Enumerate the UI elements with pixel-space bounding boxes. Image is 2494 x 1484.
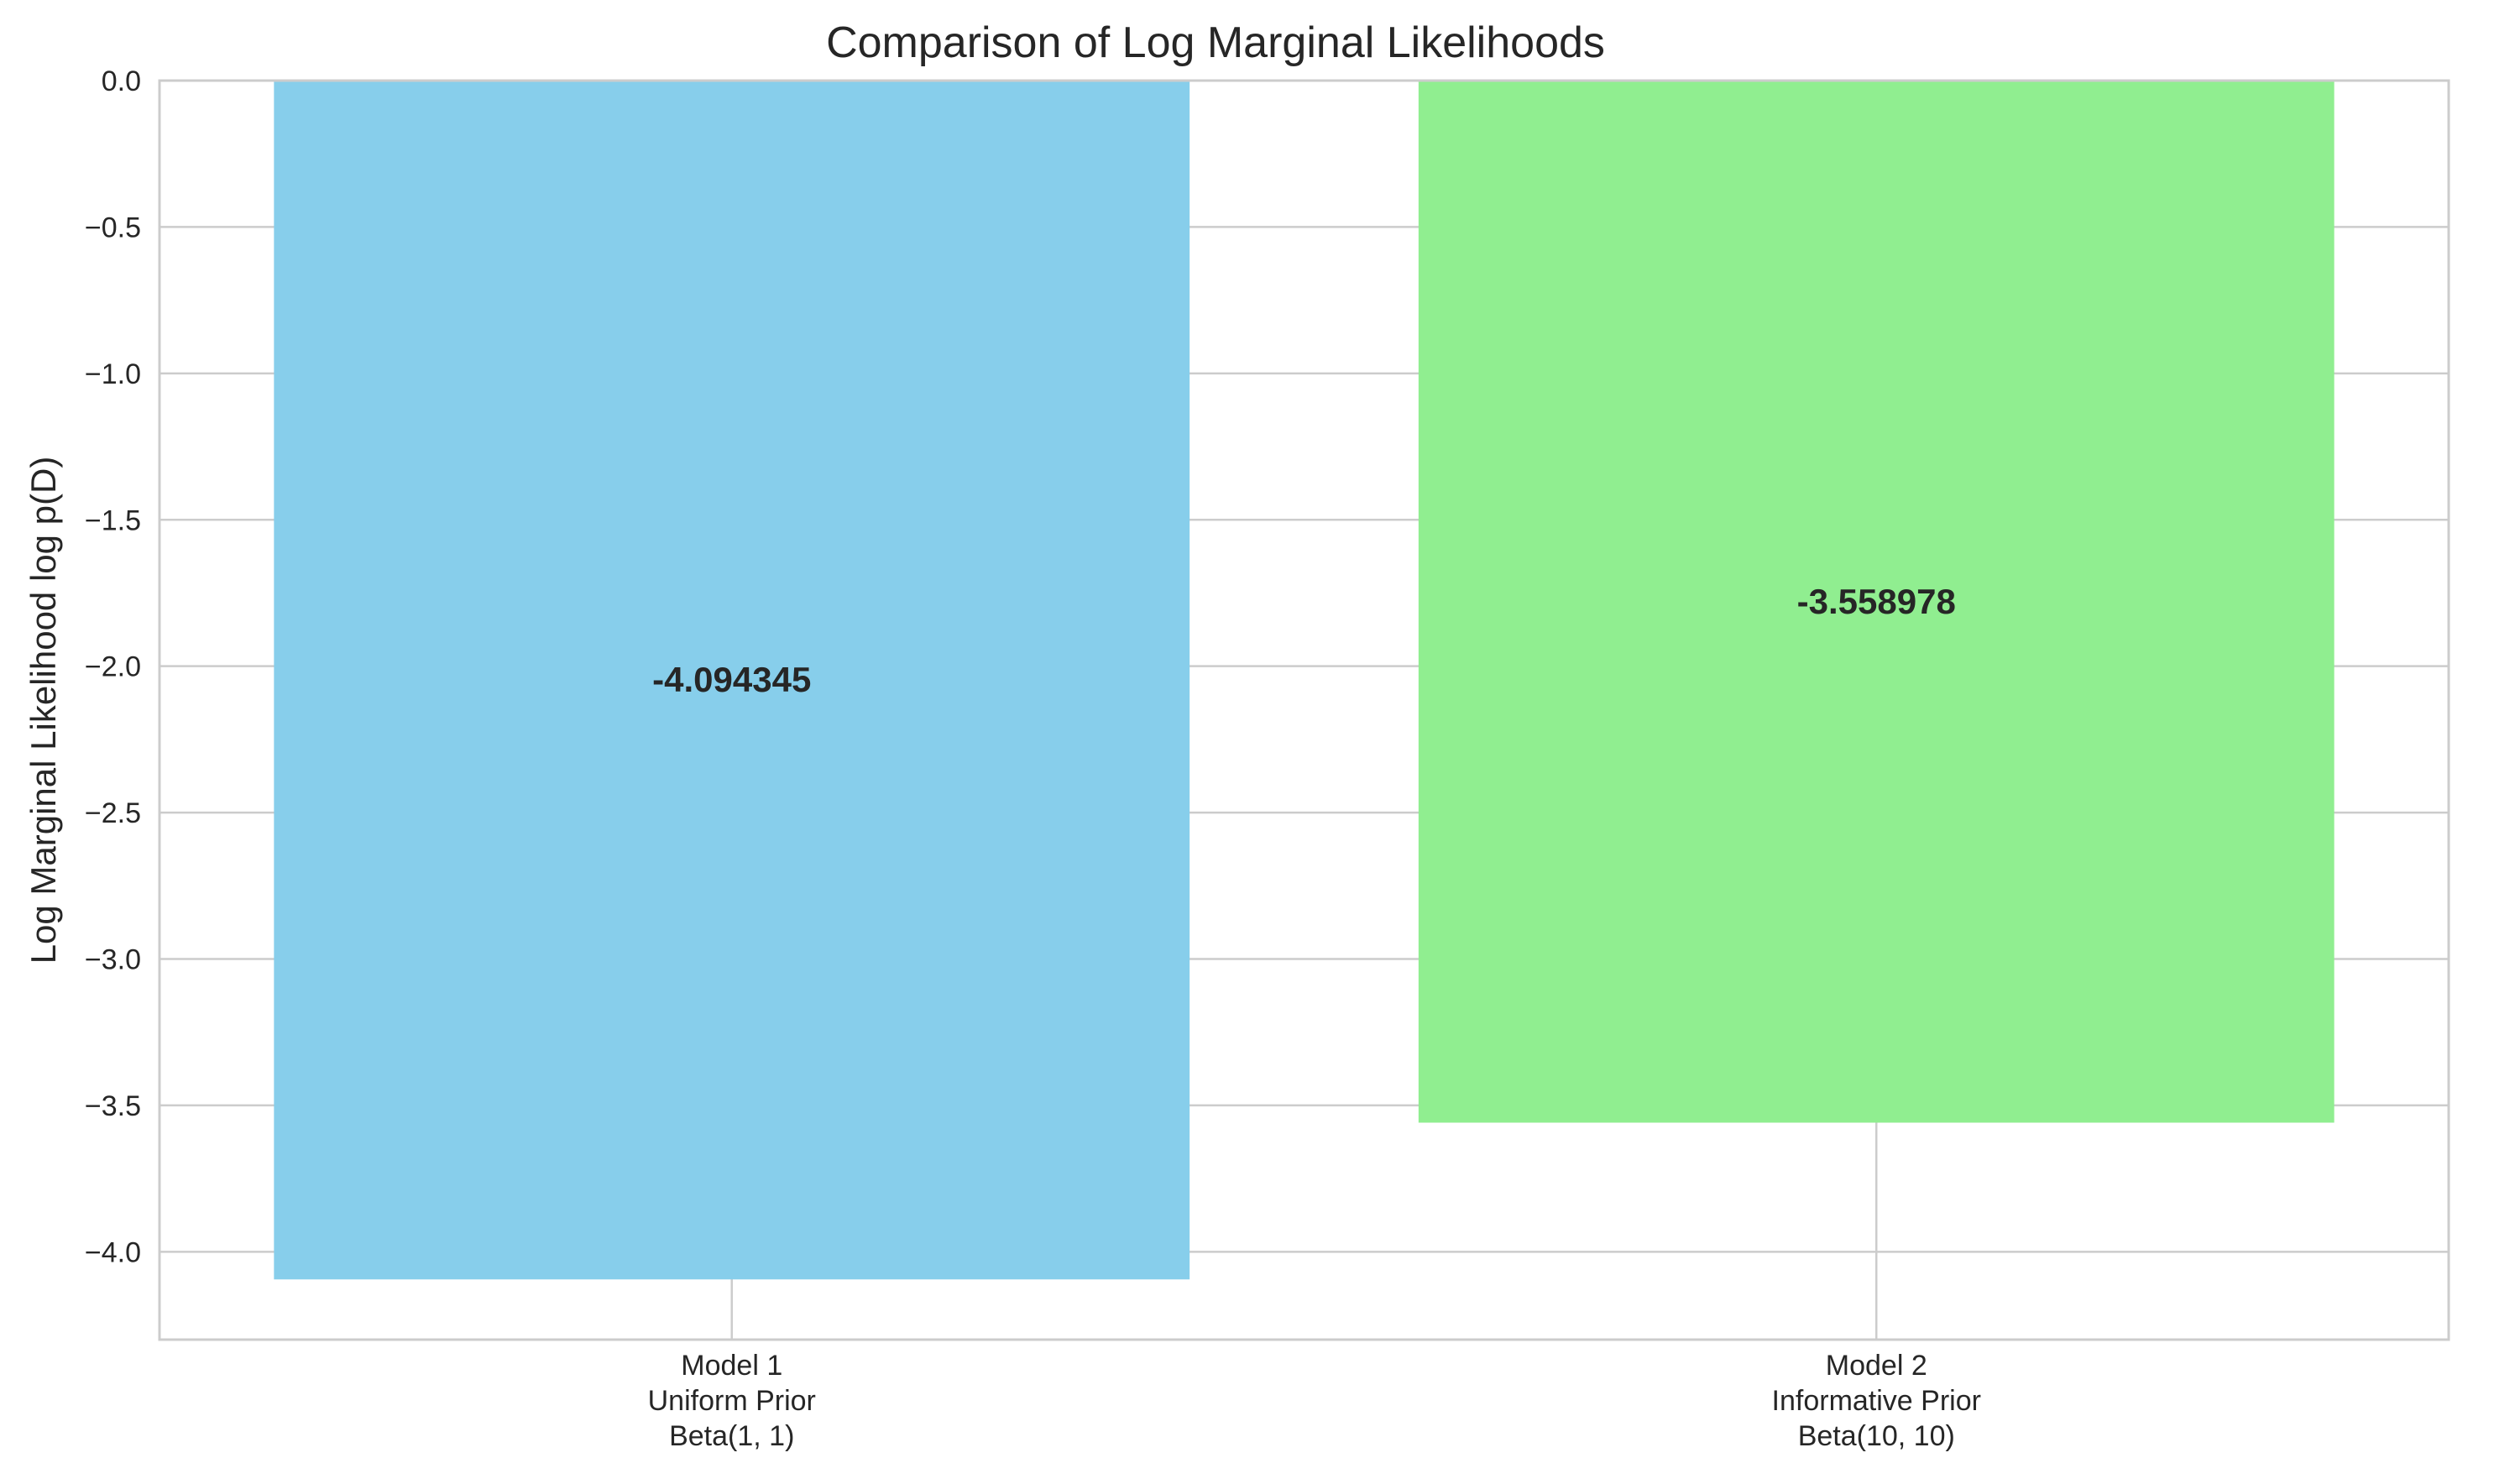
data-labels: -4.094345 -3.558978 — [652, 582, 1956, 699]
plot-frame — [158, 79, 2450, 1341]
bar — [1418, 81, 2335, 1123]
x-tick-label: Model 1 Uniform Prior Beta(1, 1) — [648, 1350, 816, 1452]
y-tick-label: −3.0 — [85, 944, 141, 976]
x-tick-label-line: Informative Prior — [1772, 1385, 1981, 1417]
y-tick-label: −2.5 — [85, 797, 141, 829]
y-axis-label: Log Marginal Likelihood log p(D) — [24, 457, 63, 964]
chart-title: Comparison of Log Marginal Likelihoods — [826, 18, 1605, 67]
x-tick-label-line: Beta(10, 10) — [1798, 1420, 1955, 1452]
bar — [274, 81, 1190, 1280]
bar-value-label: -3.558978 — [1797, 582, 1956, 621]
x-tick-label-line: Model 1 — [681, 1350, 782, 1382]
bar-value-label: -4.094345 — [652, 660, 811, 699]
x-tick-label-line: Uniform Prior — [648, 1385, 816, 1417]
x-axis-ticks: Model 1 Uniform Prior Beta(1, 1) Model 2 Inf… — [648, 1350, 1981, 1452]
y-tick-label: −3.5 — [85, 1090, 141, 1122]
y-tick-label: −2.0 — [85, 651, 141, 683]
y-tick-label: −1.5 — [85, 504, 141, 536]
x-tick-label: Model 2 Informative Prior Beta(10, 10) — [1772, 1350, 1981, 1452]
y-tick-label: −1.0 — [85, 358, 141, 390]
y-tick-label: −0.5 — [85, 212, 141, 243]
y-axis-ticks: 0.0 −0.5 −1.0 −1.5 −2.0 −2.5 −3.0 −3.5 −4.0 — [85, 65, 141, 1268]
x-tick-label-line: Model 2 — [1826, 1350, 1927, 1382]
y-tick-label: −4.0 — [85, 1236, 141, 1268]
x-tick-label-line: Beta(1, 1) — [669, 1420, 794, 1452]
y-tick-label: 0.0 — [102, 65, 141, 97]
bars — [274, 81, 2335, 1280]
